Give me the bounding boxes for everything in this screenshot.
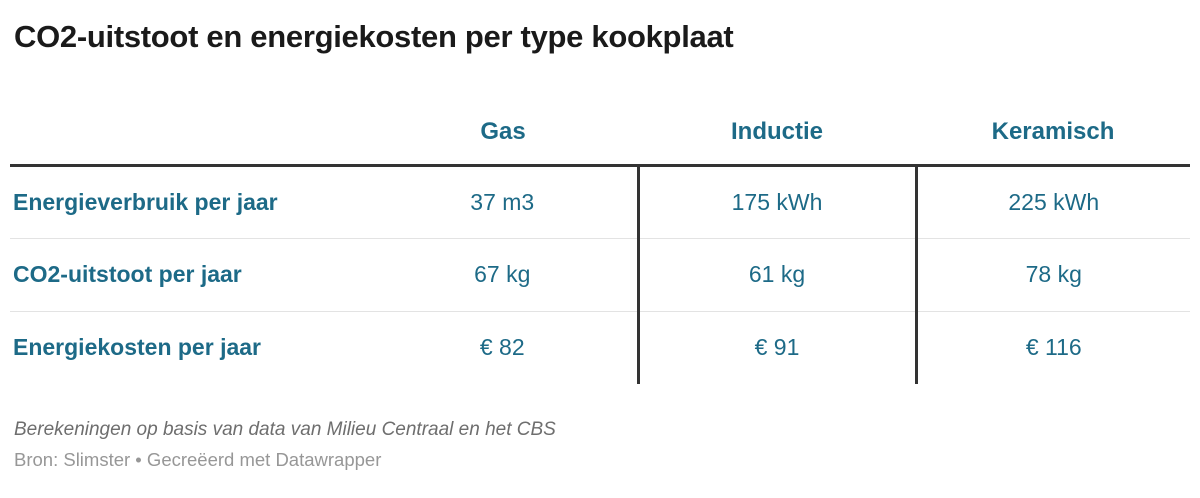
cell-energieverbruik-gas: 37 m3: [470, 188, 535, 215]
chart-title: CO2-uitstoot en energiekosten per type k…: [14, 19, 734, 54]
table-row-energieverbruik: Energieverbruik per jaar 37 m3 175 kWh 2…: [10, 165, 1190, 238]
table-row-energiekosten: Energiekosten per jaar € 82 € 91 € 116: [10, 310, 1190, 384]
cell-co2-keramisch: 78 kg: [914, 237, 1190, 311]
cell-energieverbruik-keramisch: 225 kWh: [914, 165, 1190, 238]
row-label: CO2-uitstoot per jaar: [10, 237, 368, 311]
cell-energiekosten-gas: € 82: [368, 310, 638, 384]
chart-notes: Berekeningen op basis van data van Milie…: [14, 419, 556, 440]
column-header-empty: [10, 101, 368, 167]
column-header-gas: Gas: [368, 101, 638, 167]
cell-energiekosten-keramisch: € 116: [914, 310, 1190, 384]
column-header-inductie: Inductie: [638, 101, 916, 167]
column-header-keramisch: Keramisch: [916, 101, 1190, 167]
row-label: Energieverbruik per jaar: [13, 188, 278, 215]
cell-co2-gas: 67 kg: [368, 237, 638, 311]
header-row: Gas Inductie Keramisch: [10, 101, 1190, 167]
cell-energiekosten-inductie: € 91: [636, 310, 916, 384]
row-label: Energiekosten per jaar: [10, 310, 368, 384]
cell-energieverbruik-inductie: 175 kWh: [636, 165, 916, 238]
data-table: Gas Inductie Keramisch Energieverbruik p…: [10, 101, 1190, 384]
cell-co2-inductie: 61 kg: [636, 237, 916, 311]
table-row-co2-uitstoot: CO2-uitstoot per jaar 67 kg 61 kg 78 kg: [10, 237, 1190, 311]
chart-source: Bron: Slimster • Gecreëerd met Datawrapp…: [14, 449, 382, 470]
